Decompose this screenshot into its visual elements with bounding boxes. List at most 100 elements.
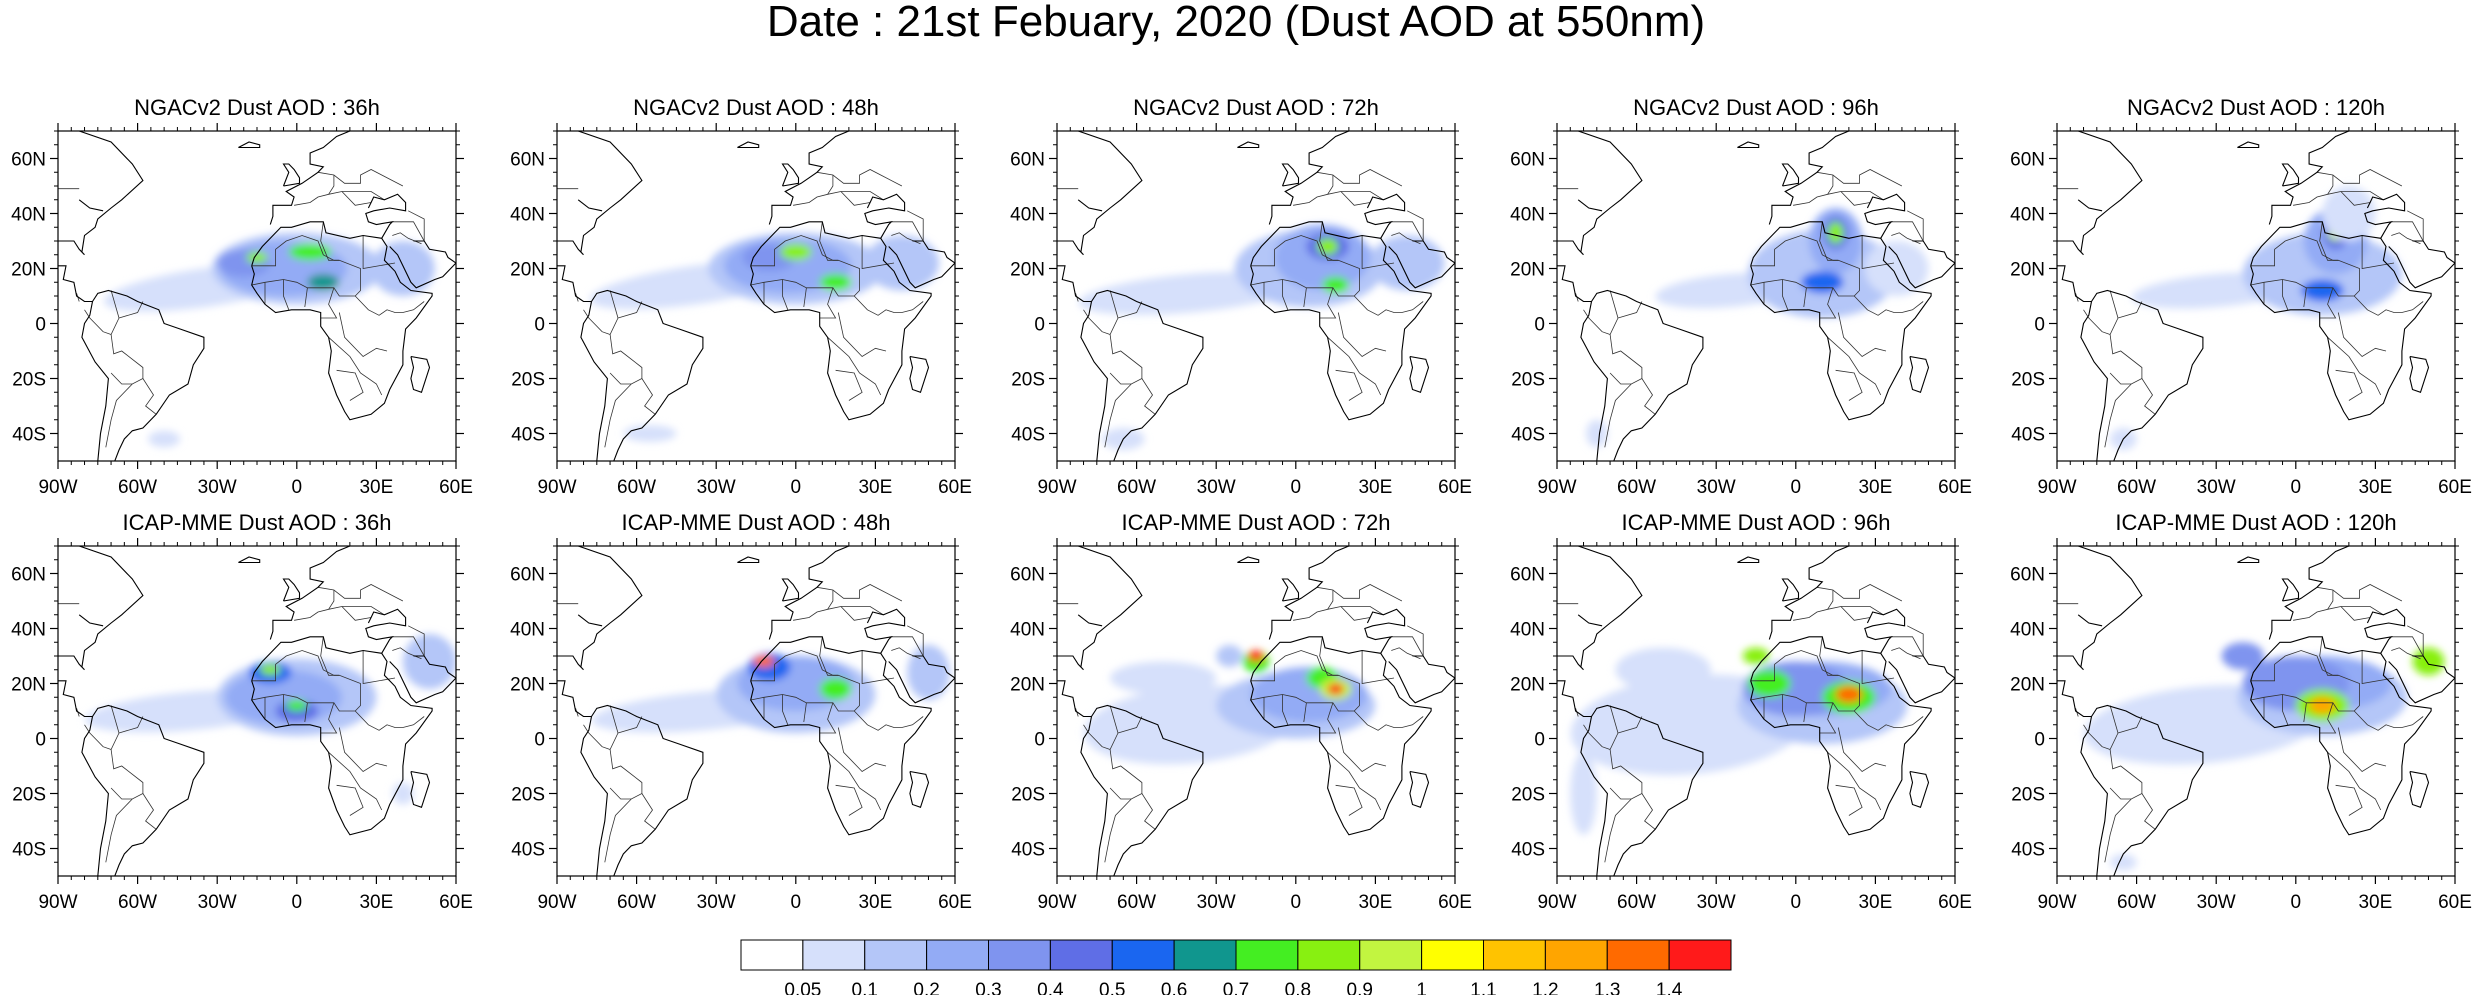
lat-tick-label: 0 bbox=[1034, 730, 1045, 751]
country-border bbox=[1327, 752, 1382, 811]
country-border bbox=[641, 378, 656, 415]
country-border bbox=[853, 295, 924, 316]
country-border bbox=[1282, 694, 1289, 725]
country-border bbox=[2104, 798, 2132, 863]
coastline bbox=[750, 636, 932, 836]
panel-title: NGACv2 Dust AOD : 36h bbox=[134, 95, 380, 120]
lon-tick-label: 60W bbox=[1617, 892, 1656, 913]
lon-tick-label: 60W bbox=[617, 892, 656, 913]
country-border bbox=[2303, 287, 2307, 308]
coastline bbox=[750, 221, 932, 421]
lon-tick-label: 0 bbox=[2291, 892, 2302, 913]
coastline bbox=[1909, 355, 1930, 394]
country-border bbox=[2407, 625, 2424, 656]
country-border bbox=[392, 636, 425, 657]
lat-tick-label: 40N bbox=[510, 620, 545, 641]
map-panel: NGACv2 Dust AOD : 96h 90W 60W 30W 0 30E 60E 60N… bbox=[1499, 91, 1979, 498]
lat-tick-label: 20S bbox=[12, 370, 46, 391]
country-border bbox=[861, 650, 895, 684]
country-border bbox=[1088, 705, 1119, 750]
coastline bbox=[2057, 680, 2204, 876]
country-border bbox=[1293, 191, 1384, 206]
lat-tick-label: 60N bbox=[1510, 150, 1545, 171]
country-border bbox=[336, 784, 364, 816]
lon-tick-label: 60W bbox=[118, 892, 157, 913]
country-border bbox=[837, 312, 887, 358]
country-border bbox=[1641, 378, 1656, 415]
lon-tick-label: 30E bbox=[1858, 892, 1892, 913]
lon-tick-label: 60E bbox=[439, 477, 473, 498]
lon-tick-label: 0 bbox=[1791, 892, 1802, 913]
country-border bbox=[1391, 636, 1424, 657]
lat-tick-label: 40N bbox=[1010, 620, 1045, 641]
coastline bbox=[238, 556, 261, 564]
coastline bbox=[888, 240, 955, 289]
country-border bbox=[2327, 175, 2334, 195]
lon-tick-label: 60E bbox=[938, 477, 972, 498]
panel-title: NGACv2 Dust AOD : 72h bbox=[1133, 95, 1379, 120]
dust-aod-blob bbox=[753, 656, 775, 667]
coastline bbox=[1268, 546, 1354, 640]
lat-tick-label: 20S bbox=[1011, 785, 1045, 806]
map-panel: ICAP-MME Dust AOD : 120h 90W 60W 30W 0 30E 60E… bbox=[1999, 506, 2472, 913]
country-border bbox=[2407, 210, 2424, 241]
coastline bbox=[2057, 131, 2143, 256]
coastline bbox=[389, 240, 456, 289]
lon-tick-label: 60W bbox=[1617, 477, 1656, 498]
lat-tick-label: 60N bbox=[11, 565, 46, 586]
dust-aod-blob bbox=[2221, 642, 2264, 670]
country-border bbox=[1827, 590, 1834, 610]
coastline bbox=[1057, 680, 1204, 876]
coastline bbox=[1250, 221, 1432, 421]
dust-aod-blob bbox=[2301, 279, 2344, 302]
lon-tick-label: 0 bbox=[1291, 477, 1302, 498]
country-border bbox=[1104, 798, 1132, 863]
coastline bbox=[2057, 265, 2204, 461]
lat-tick-label: 40N bbox=[1510, 620, 1545, 641]
map-svg: ICAP-MME Dust AOD : 36h 90W 60W 30W 0 30E 60E 6… bbox=[11, 510, 473, 913]
dust-aod-blob bbox=[246, 252, 268, 263]
coastline bbox=[1364, 193, 1406, 239]
coastline bbox=[2364, 193, 2406, 239]
lon-tick-label: 30W bbox=[1697, 892, 1736, 913]
country-border bbox=[827, 752, 882, 811]
lon-tick-label: 60E bbox=[1438, 892, 1472, 913]
panel-title: ICAP-MME Dust AOD : 48h bbox=[622, 510, 891, 535]
dust-aod-blob bbox=[1835, 686, 1863, 703]
lon-tick-label: 90W bbox=[38, 892, 77, 913]
lon-tick-label: 60E bbox=[439, 892, 473, 913]
country-border bbox=[1293, 606, 1384, 621]
country-border bbox=[328, 590, 335, 610]
country-border bbox=[840, 606, 871, 621]
country-border bbox=[362, 650, 396, 684]
country-border bbox=[1088, 290, 1119, 335]
lon-tick-label: 30W bbox=[198, 892, 237, 913]
coastline bbox=[1268, 131, 1354, 225]
coastline bbox=[909, 355, 930, 394]
map-panel: NGACv2 Dust AOD : 72h 90W 60W 30W 0 30E 60E 60N… bbox=[999, 91, 1479, 498]
coastline bbox=[1057, 546, 1143, 671]
coastline bbox=[2268, 546, 2354, 640]
lat-tick-label: 40S bbox=[511, 840, 545, 861]
country-border bbox=[1319, 702, 1337, 734]
country-border bbox=[2250, 235, 2360, 297]
country-border bbox=[816, 169, 903, 187]
country-border bbox=[1617, 716, 1643, 734]
map-panel: NGACv2 Dust AOD : 36h 90W 60W 30W 0 30E 60E 60N… bbox=[0, 91, 480, 498]
lat-tick-label: 0 bbox=[2034, 315, 2045, 336]
country-border bbox=[793, 191, 884, 206]
country-border bbox=[105, 798, 133, 863]
dust-aod-blob bbox=[907, 645, 950, 700]
coastline bbox=[737, 556, 760, 564]
country-border bbox=[1835, 784, 1863, 816]
country-border bbox=[2319, 636, 2339, 676]
lon-tick-label: 30E bbox=[2358, 477, 2392, 498]
country-border bbox=[641, 793, 656, 830]
country-border bbox=[2337, 727, 2387, 773]
coastline bbox=[737, 141, 760, 149]
country-border bbox=[1891, 636, 1924, 657]
country-border bbox=[853, 710, 924, 731]
country-border bbox=[2319, 221, 2339, 261]
country-border bbox=[283, 694, 290, 725]
coastline bbox=[1557, 131, 1643, 256]
